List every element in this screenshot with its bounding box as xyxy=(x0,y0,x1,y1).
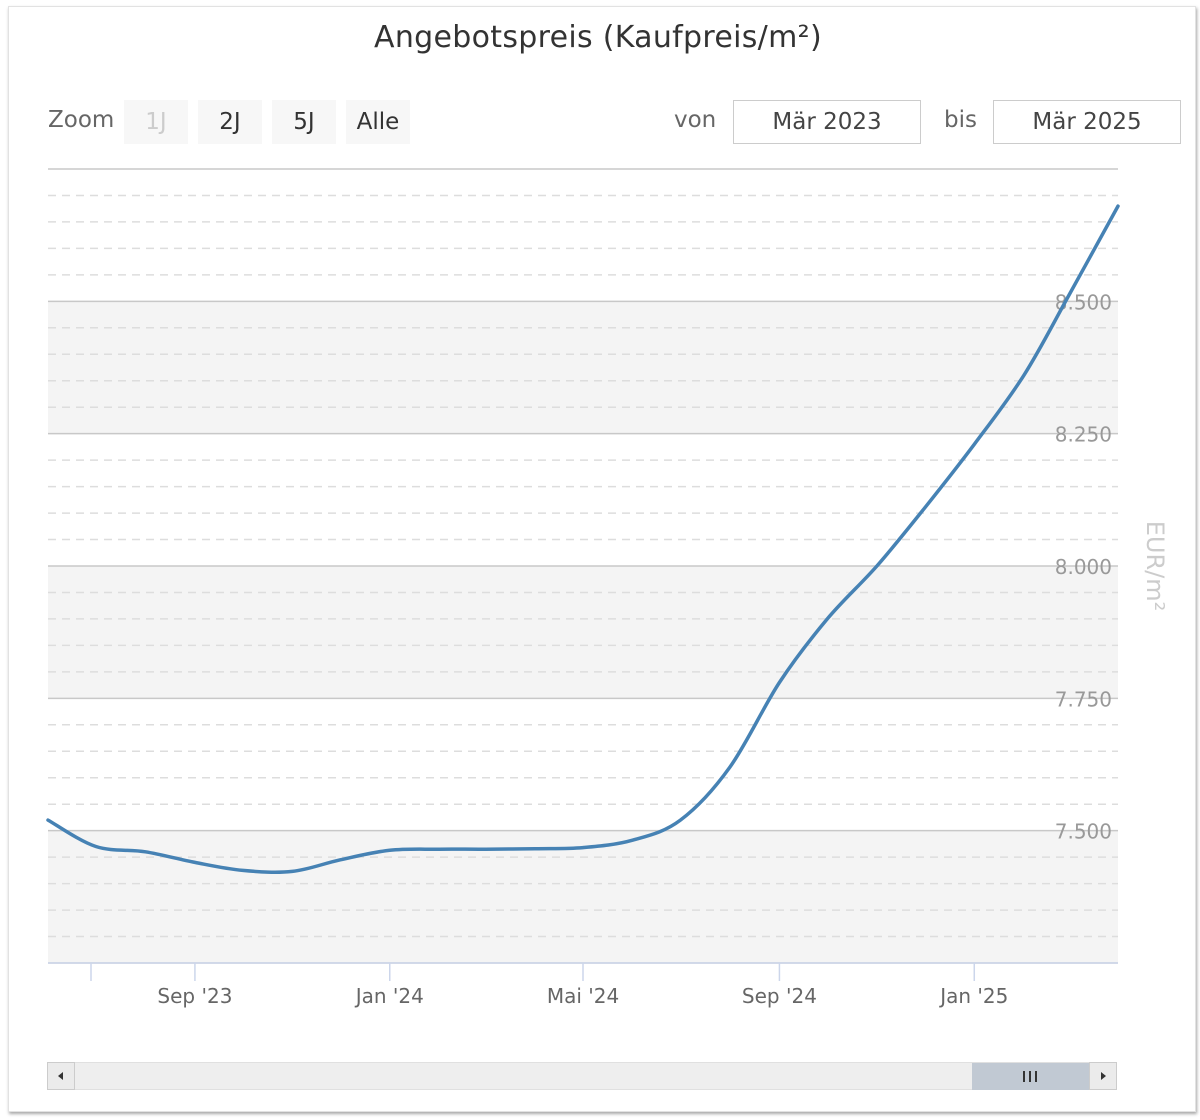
scrollbar-thumb[interactable] xyxy=(972,1063,1090,1090)
y-tick-label: 8.000 xyxy=(1055,555,1112,579)
grip-line xyxy=(1035,1071,1037,1082)
scrollbar-track[interactable] xyxy=(47,1062,1117,1090)
zoom-5j-button[interactable]: 5J xyxy=(272,100,336,144)
grip-line xyxy=(1029,1071,1031,1082)
x-tick-label: Sep '24 xyxy=(742,984,817,1008)
x-tick-label: Mai '24 xyxy=(547,984,619,1008)
y-axis-title: EUR/m² xyxy=(1141,521,1169,612)
x-tick-label: Jan '25 xyxy=(938,984,1008,1008)
from-date-input[interactable]: Mär 2023 xyxy=(733,100,921,144)
from-label: von xyxy=(674,107,717,133)
plot-band xyxy=(48,566,1118,699)
scroll-left-button[interactable] xyxy=(47,1062,75,1090)
chart-title: Angebotspreis (Kaufpreis/m²) xyxy=(374,20,822,55)
scroll-right-button[interactable] xyxy=(1089,1062,1117,1090)
arrow-right-icon xyxy=(1101,1072,1106,1080)
zoom-1j-button[interactable]: 1J xyxy=(124,100,188,144)
arrow-left-icon xyxy=(58,1072,63,1080)
grip-line xyxy=(1023,1071,1025,1082)
to-label: bis xyxy=(944,107,977,133)
y-tick-label: 7.500 xyxy=(1055,820,1112,844)
zoom-alle-button[interactable]: Alle xyxy=(346,100,410,144)
plot-band xyxy=(48,830,1118,963)
y-tick-label: 7.750 xyxy=(1055,687,1112,711)
zoom-label: Zoom xyxy=(48,107,115,133)
series-line xyxy=(46,204,1120,875)
x-tick-label: Jan '24 xyxy=(354,984,424,1008)
x-tick-label: Sep '23 xyxy=(157,984,232,1008)
plot-band xyxy=(48,301,1118,434)
y-tick-label: 8.250 xyxy=(1055,423,1112,447)
to-date-input[interactable]: Mär 2025 xyxy=(993,100,1181,144)
zoom-2j-button[interactable]: 2J xyxy=(198,100,262,144)
